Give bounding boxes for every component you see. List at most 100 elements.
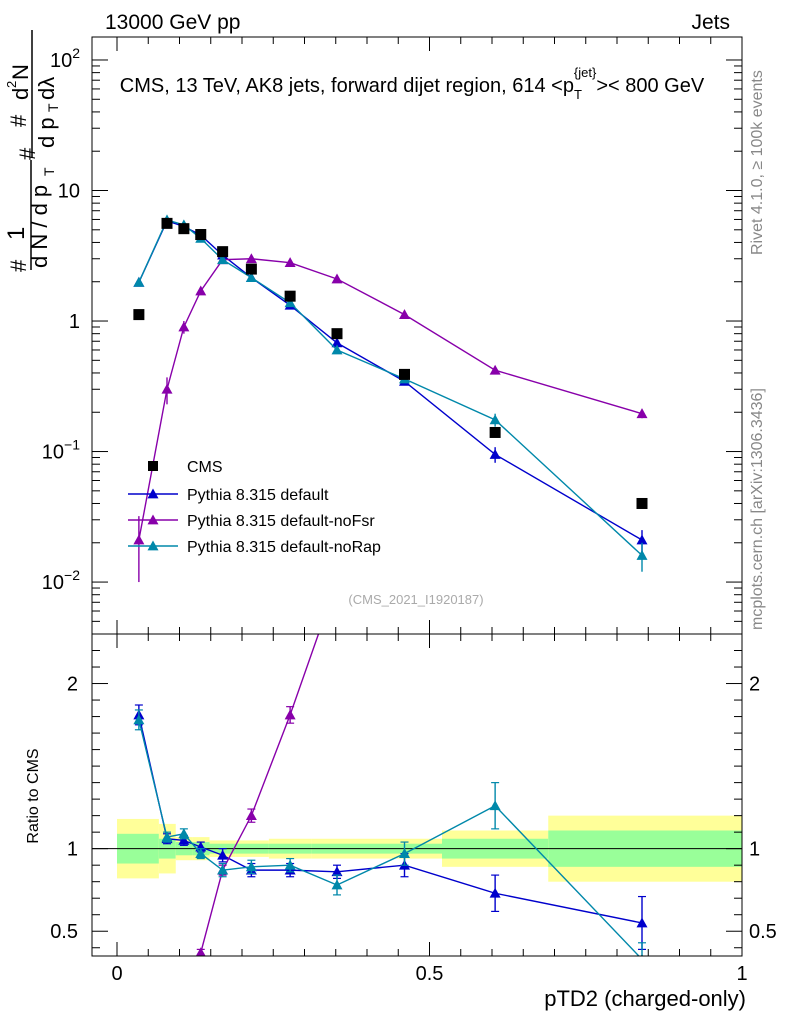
ratio-point-noFsr <box>332 576 343 586</box>
svg-text:#: # <box>6 259 31 272</box>
point-noRap <box>331 344 343 355</box>
cms-data-point <box>331 328 343 340</box>
x-tick-label: 0.5 <box>416 963 444 985</box>
ratio-frame <box>91 633 743 957</box>
rivet-side-label: Rivet 4.1.0, ≥ 100k events <box>749 70 766 255</box>
point-noRap <box>284 297 296 308</box>
svg-text:#: # <box>15 147 40 160</box>
point-noFsr <box>331 273 343 284</box>
ratio-point-noRap <box>161 831 173 842</box>
ratio-point-noRap <box>195 848 207 859</box>
svg-text:d: d <box>8 88 33 100</box>
point-noFsr <box>178 321 190 332</box>
ratio-point-default <box>489 887 501 898</box>
energy-label: 13000 GeV pp <box>105 11 240 34</box>
ratio-point-noRap <box>399 848 410 859</box>
ratio-point-noFsr <box>245 810 257 821</box>
ratio-point-noFsr <box>178 979 189 989</box>
point-default <box>636 534 648 545</box>
ratio-point-noFsr <box>195 947 206 956</box>
x-axis-label: pTD2 (charged-only) <box>544 986 746 1011</box>
ratio-point-noRap <box>217 864 229 875</box>
legend-marker-cms <box>148 461 158 471</box>
point-noRap <box>245 272 257 283</box>
cms-data-point <box>284 290 296 302</box>
ratio-point-noRap <box>133 714 145 725</box>
ratio-y-tick-label-right: 0.5 <box>749 921 777 943</box>
legend-label-default: Pythia 8.315 default <box>187 487 329 504</box>
point-noRap <box>636 549 648 560</box>
ratio-y-tick-label: 0.5 <box>50 921 78 943</box>
y-tick-label: 10−1 <box>42 437 80 464</box>
main-plot-panel: 10−2 10−1 1 10 102 CMS, 13 TeV, AK8 jets, fo… <box>3 30 743 635</box>
cms-data-point <box>178 223 190 235</box>
legend: CMS Pythia 8.315 default Pythia 8.315 defa… <box>128 459 381 556</box>
ratio-plot-panel: 0 0.5 1 0.5 0.5 1 1 2 2 Ratio to CMS <box>25 199 777 1015</box>
point-noRap <box>489 414 501 425</box>
ratio-point-noFsr <box>490 513 501 523</box>
cms-data-point <box>245 263 257 275</box>
point-noFsr <box>245 253 257 264</box>
svg-text:d N / d p: d N / d p <box>27 185 52 268</box>
point-noFsr <box>195 285 207 296</box>
cms-data-point <box>195 229 207 241</box>
ratio-y-tick-label-right: 2 <box>749 674 760 696</box>
svg-text:1: 1 <box>3 227 30 240</box>
x-tick-label: 0 <box>111 963 122 985</box>
cms-data-point <box>489 426 501 438</box>
y-tick-label: 102 <box>50 45 80 72</box>
svg-text:T: T <box>45 103 61 112</box>
ratio-point-noRap <box>640 953 644 956</box>
point-noFsr <box>636 408 648 419</box>
legend-label-cms: CMS <box>187 459 223 476</box>
ratio-point-noFsr <box>162 999 173 1009</box>
cms-data-point <box>399 368 410 380</box>
ratio-point-noFsr <box>284 709 296 720</box>
ratio-y-tick-label: 2 <box>67 674 78 696</box>
ratio-point-noFsr <box>637 199 648 209</box>
point-noFsr <box>399 309 410 319</box>
ratio-point-noFsr <box>133 1005 144 1015</box>
svg-text:d p: d p <box>34 117 59 148</box>
analysis-id: (CMS_2021_I1920187) <box>348 592 483 607</box>
legend-marker-noRap <box>147 540 159 551</box>
ratio-point-default <box>636 917 648 928</box>
y-tick-label: 10 <box>58 181 80 203</box>
ratio-y-axis-label: Ratio to CMS <box>25 748 42 843</box>
ratio-point-default <box>178 834 190 845</box>
plot-title: CMS, 13 TeV, AK8 jets, forward dijet reg… <box>120 65 705 102</box>
point-noFsr <box>489 364 501 375</box>
ratio-point-noRap <box>489 800 501 811</box>
ratio-y-tick-label-right: 1 <box>749 839 760 861</box>
cms-data-point <box>636 497 648 509</box>
ratio-point-noRap <box>245 861 257 872</box>
cms-data-point <box>133 309 145 321</box>
ratio-line-noFsr <box>198 634 320 956</box>
category-label: Jets <box>691 11 730 34</box>
point-noRap <box>217 254 229 265</box>
main-y-axis-label: # 1 d N / d p T # # d 2 N d p T dλ <box>3 30 61 272</box>
svg-text:N: N <box>8 64 33 80</box>
legend-label-noRap: Pythia 8.315 default-noRap <box>187 539 381 556</box>
ratio-point-noRap <box>331 879 343 890</box>
svg-text:T: T <box>41 167 57 176</box>
y-tick-label: 10−2 <box>42 567 80 594</box>
legend-label-noFsr: Pythia 8.315 default-noFsr <box>187 513 375 530</box>
point-noFsr <box>284 257 296 268</box>
series-line-noRap <box>138 219 643 556</box>
cms-data-point <box>161 217 173 229</box>
point-default <box>331 337 343 348</box>
y-tick-label: 1 <box>69 311 80 333</box>
point-noRap <box>133 276 145 287</box>
ratio-point-noRap <box>284 859 296 870</box>
point-noFsr <box>133 534 145 545</box>
ratio-point-noFsr <box>399 534 410 544</box>
mcplots-side-label: mcplots.cern.ch [arXiv:1306.3436] <box>749 388 766 630</box>
point-noFsr <box>161 383 173 394</box>
ratio-point-default <box>217 849 229 860</box>
legend-marker-noFsr <box>147 514 159 525</box>
svg-text:2: 2 <box>4 81 19 88</box>
svg-text:#: # <box>6 114 31 127</box>
ratio-y-tick-label: 1 <box>67 839 78 861</box>
